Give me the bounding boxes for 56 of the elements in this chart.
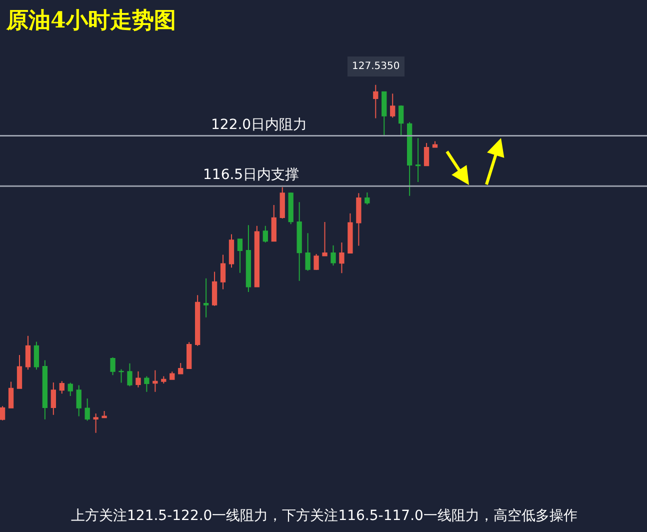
candlestick: [288, 192, 294, 225]
candlestick: [152, 370, 158, 392]
candlestick: [50, 382, 56, 416]
candlestick: [34, 341, 40, 370]
candlestick: [68, 382, 73, 397]
ref-line-label: 122.0日内阻力: [211, 117, 308, 133]
candlestick: [228, 234, 234, 268]
candlestick: [330, 244, 336, 266]
candlestick: [220, 254, 226, 290]
candlestick: [364, 192, 370, 206]
candlestick: [212, 271, 218, 306]
candlestick: [390, 93, 396, 118]
candlestick: [348, 212, 353, 254]
candlestick: [246, 224, 252, 292]
candlestick: [102, 410, 107, 418]
candlestick: [186, 342, 192, 370]
candlestick: [406, 122, 412, 196]
candlestick: [195, 294, 200, 346]
candlestick: [170, 371, 175, 380]
candlestick: [305, 232, 310, 272]
candlestick: [382, 91, 387, 136]
candlestick: [161, 376, 166, 384]
candlestick: [415, 138, 421, 182]
candlestick: [42, 360, 48, 420]
candlestick: [262, 225, 268, 244]
candlestick: [424, 142, 430, 166]
candlestick: [8, 381, 14, 409]
candlestick: [322, 222, 328, 257]
candlestick: [144, 376, 150, 392]
candlestick: [339, 242, 344, 274]
candlestick: [373, 84, 378, 119]
candlestick: [280, 186, 285, 220]
candlestick: [25, 335, 31, 370]
candlestick: [271, 204, 276, 242]
candlestick: [254, 225, 260, 288]
candlestick: [0, 406, 6, 421]
candlestick: [16, 354, 22, 390]
candlestick: [237, 238, 243, 274]
candlestick: [59, 380, 64, 394]
candlestick: [93, 412, 98, 434]
candlestick: [314, 254, 319, 271]
candlestick: [110, 356, 116, 376]
candlestick: [203, 278, 209, 318]
candlestick: [178, 362, 184, 374]
candlestick: [118, 368, 124, 384]
candlestick: [136, 370, 141, 388]
ref-line-label: 116.5日内支撑: [203, 167, 300, 183]
candlestick: [356, 192, 362, 246]
candlestick: [127, 362, 132, 387]
chart-title: 原油4小时走势图: [5, 8, 176, 34]
text: 上方关注121.5-122.0一线阻力，下方关注116.5-117.0一线阻力，高空低多操作: [71, 508, 578, 524]
annotation: 127.5350: [352, 61, 400, 72]
candlestick: [296, 202, 302, 282]
candlestick: [84, 398, 90, 422]
candlestick: [76, 384, 82, 417]
candlestick: [398, 104, 404, 136]
